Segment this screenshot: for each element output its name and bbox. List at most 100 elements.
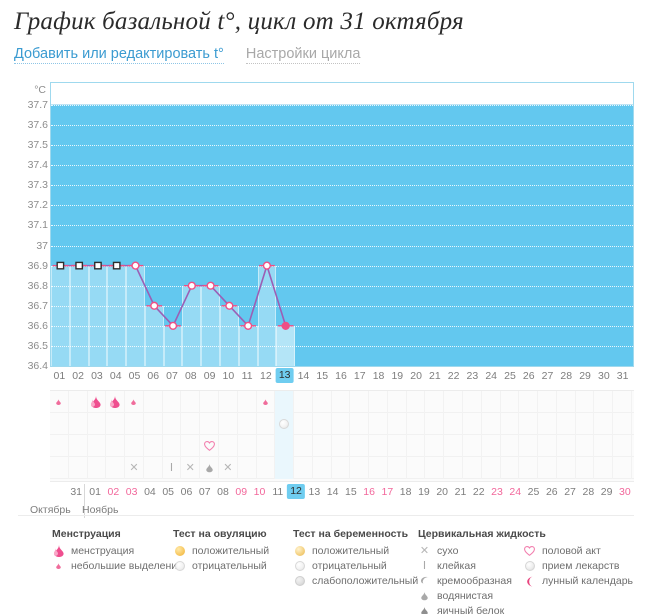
calendar-date-12[interactable]: 12 xyxy=(286,484,306,499)
intercourse-row-cell-08[interactable] xyxy=(181,435,201,457)
intercourse-row-cell-06[interactable] xyxy=(144,435,163,457)
intercourse-row-cell-11[interactable] xyxy=(238,435,257,457)
x-axis-day-27[interactable]: 27 xyxy=(541,370,554,382)
x-axis-day-17[interactable]: 17 xyxy=(353,370,366,382)
menstruation-row-cell-12[interactable] xyxy=(257,391,276,413)
intercourse-row-cell-14[interactable] xyxy=(294,435,313,457)
intercourse-row-cell-30[interactable] xyxy=(594,435,614,457)
cervical-fluid-row-cell-04[interactable] xyxy=(106,457,126,479)
intercourse-row-cell-10[interactable] xyxy=(219,435,238,457)
x-axis-day-22[interactable]: 22 xyxy=(447,370,460,382)
calendar-date-25[interactable]: 25 xyxy=(527,486,540,498)
intercourse-row-cell-09[interactable] xyxy=(200,435,219,457)
ovulation-test-row-cell-29[interactable] xyxy=(576,413,595,435)
menstruation-row-cell-29[interactable] xyxy=(576,391,595,413)
intercourse-row-cell-16[interactable] xyxy=(332,435,351,457)
day-column-01[interactable] xyxy=(51,265,70,366)
day-column-08[interactable] xyxy=(182,285,202,366)
ovulation-test-row-cell-26[interactable] xyxy=(519,413,539,435)
menstruation-row-cell-22[interactable] xyxy=(444,391,464,413)
day-column-12[interactable] xyxy=(257,265,277,366)
calendar-date-20[interactable]: 20 xyxy=(436,486,449,498)
cervical-fluid-row-cell-07[interactable]: Ⅰ xyxy=(163,457,182,479)
intercourse-row-cell-19[interactable] xyxy=(388,435,407,457)
menstruation-row-cell-27[interactable] xyxy=(538,391,557,413)
calendar-date-15[interactable]: 15 xyxy=(345,486,357,498)
x-axis-day-08[interactable]: 08 xyxy=(184,370,197,382)
cervical-fluid-row-cell-11[interactable] xyxy=(238,457,257,479)
menstruation-row-cell-16[interactable] xyxy=(332,391,351,413)
x-axis-day-04[interactable]: 04 xyxy=(109,370,122,382)
ovulation-test-row-cell-25[interactable] xyxy=(501,413,520,435)
cervical-fluid-row-cell-24[interactable] xyxy=(482,457,501,479)
symbol-grid[interactable]: ✕ Ⅰ ✕ ✕ xyxy=(50,390,634,482)
cervical-fluid-row-cell-10[interactable]: ✕ xyxy=(219,457,238,479)
cervical-fluid-row-cell-13[interactable] xyxy=(275,457,295,479)
intercourse-row-cell-15[interactable] xyxy=(313,435,332,457)
day-column-04[interactable] xyxy=(107,265,127,366)
calendar-date-21[interactable]: 21 xyxy=(454,486,467,498)
calendar-date-29[interactable]: 29 xyxy=(600,486,613,498)
x-axis-day-18[interactable]: 18 xyxy=(372,370,385,382)
x-axis-day-31[interactable]: 31 xyxy=(616,370,629,382)
intercourse-row-cell-21[interactable] xyxy=(425,435,445,457)
x-axis-day-07[interactable]: 07 xyxy=(166,370,178,382)
day-column-13[interactable] xyxy=(276,325,296,366)
cervical-fluid-row-cell-17[interactable] xyxy=(350,457,370,479)
calendar-date-10[interactable]: 10 xyxy=(253,486,266,498)
intercourse-row-cell-31[interactable] xyxy=(613,435,632,457)
cervical-fluid-row-cell-20[interactable] xyxy=(407,457,426,479)
intercourse-row-cell-13[interactable] xyxy=(275,435,295,457)
menstruation-row-cell-31[interactable] xyxy=(613,391,632,413)
calendar-date-05[interactable]: 05 xyxy=(162,486,175,498)
menstruation-row-cell-25[interactable] xyxy=(501,391,520,413)
intercourse-row-cell-01[interactable] xyxy=(50,435,69,457)
ovulation-test-row-cell-31[interactable] xyxy=(613,413,632,435)
temperature-point-07[interactable] xyxy=(168,321,178,330)
ovulation-test-row-cell-08[interactable] xyxy=(181,413,201,435)
ovulation-test-row-cell-10[interactable] xyxy=(219,413,238,435)
menstruation-row-cell-18[interactable] xyxy=(369,391,388,413)
calendar-date-22[interactable]: 22 xyxy=(472,486,485,498)
cervical-fluid-row-cell-28[interactable] xyxy=(557,457,576,479)
intercourse-row-cell-02[interactable] xyxy=(69,435,88,457)
menstruation-row-cell-20[interactable] xyxy=(407,391,426,413)
temperature-point-03[interactable] xyxy=(94,261,102,270)
intercourse-row-cell-12[interactable] xyxy=(257,435,276,457)
menstruation-row-cell-11[interactable] xyxy=(238,391,257,413)
menstruation-row-cell-09[interactable] xyxy=(200,391,219,413)
temperature-point-08[interactable] xyxy=(187,281,196,290)
calendar-date-27[interactable]: 27 xyxy=(564,486,576,498)
cervical-fluid-row-cell-06[interactable] xyxy=(144,457,163,479)
intercourse-row-cell-25[interactable] xyxy=(501,435,520,457)
x-axis-day-16[interactable]: 16 xyxy=(335,370,347,382)
intercourse-row-cell-27[interactable] xyxy=(538,435,557,457)
cervical-fluid-row-cell-25[interactable] xyxy=(501,457,520,479)
menstruation-row-cell-13[interactable] xyxy=(275,391,295,413)
intercourse-row-cell-07[interactable] xyxy=(163,435,182,457)
menstruation-row-cell-02[interactable] xyxy=(69,391,88,413)
temperature-point-12[interactable] xyxy=(262,261,272,270)
ovulation-test-row-cell-04[interactable] xyxy=(106,413,126,435)
intercourse-row-cell-05[interactable] xyxy=(125,435,144,457)
menstruation-row-cell-03[interactable] xyxy=(88,391,107,413)
ovulation-test-row-cell-14[interactable] xyxy=(294,413,313,435)
intercourse-row-cell-17[interactable] xyxy=(350,435,370,457)
calendar-date-14[interactable]: 14 xyxy=(326,486,339,498)
cervical-fluid-row-cell-15[interactable] xyxy=(313,457,332,479)
temperature-point-01[interactable] xyxy=(56,261,65,270)
menstruation-row-cell-26[interactable] xyxy=(519,391,539,413)
ovulation-test-row-cell-05[interactable] xyxy=(125,413,144,435)
temperature-point-13[interactable] xyxy=(281,321,290,330)
x-axis-day-11[interactable]: 11 xyxy=(241,370,253,382)
menstruation-row-cell-01[interactable] xyxy=(50,391,69,413)
cycle-settings-link[interactable]: Настройки цикла xyxy=(245,45,361,65)
calendar-date-23[interactable]: 23 xyxy=(491,486,503,498)
calendar-date-28[interactable]: 28 xyxy=(582,486,595,498)
cervical-fluid-row-cell-27[interactable] xyxy=(538,457,557,479)
cervical-fluid-row-cell-01[interactable] xyxy=(50,457,69,479)
x-axis-day-10[interactable]: 10 xyxy=(222,370,235,382)
ovulation-test-row-cell-11[interactable] xyxy=(238,413,257,435)
ovulation-test-row-cell-02[interactable] xyxy=(69,413,88,435)
temperature-point-11[interactable] xyxy=(244,321,253,330)
